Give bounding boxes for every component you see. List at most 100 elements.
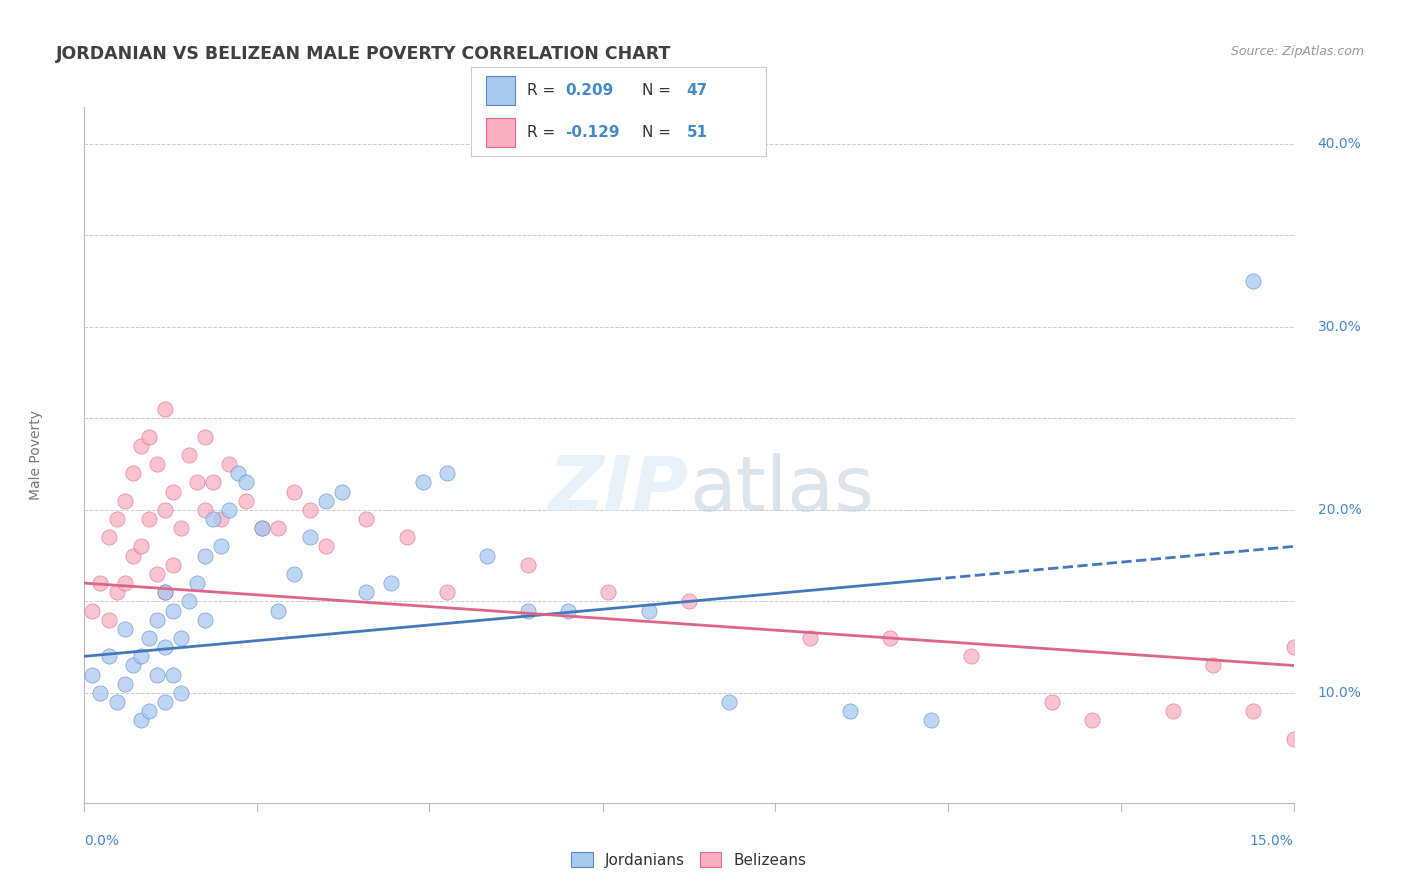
Point (129, 540, 152, 554)
Point (598, 585, 620, 599)
Point (799, 631, 821, 645)
Text: 15.0%: 15.0% (1250, 834, 1294, 848)
Point (412, 475, 434, 490)
Point (129, 649, 152, 664)
Point (1241, 704, 1264, 718)
Text: N =: N = (643, 84, 676, 98)
Point (121, 658, 143, 673)
Point (82, 667, 104, 681)
Text: Male Poverty: Male Poverty (30, 410, 44, 500)
Point (105, 512, 128, 526)
Point (380, 576, 402, 591)
Point (153, 695, 176, 709)
Text: 40.0%: 40.0% (1317, 136, 1361, 151)
Point (557, 603, 579, 617)
Text: N =: N = (643, 125, 676, 139)
Point (209, 512, 232, 526)
Point (179, 594, 201, 608)
Text: 0.0%: 0.0% (84, 834, 120, 848)
Point (356, 512, 378, 526)
Bar (486, 118, 515, 147)
Point (879, 631, 901, 645)
Point (267, 603, 290, 617)
Point (97, 649, 120, 664)
Text: 10.0%: 10.0% (1317, 686, 1361, 700)
Point (194, 549, 217, 563)
Point (718, 695, 741, 709)
Point (1040, 695, 1063, 709)
Point (637, 603, 659, 617)
Text: 47: 47 (686, 84, 707, 98)
Point (121, 549, 143, 563)
Point (356, 585, 378, 599)
Point (920, 714, 942, 728)
Point (105, 585, 128, 599)
Point (202, 512, 225, 526)
Point (162, 558, 184, 572)
Point (235, 493, 257, 508)
Point (315, 493, 337, 508)
Point (250, 521, 273, 535)
Point (89, 686, 111, 700)
Point (138, 631, 160, 645)
Point (516, 603, 538, 617)
Point (162, 667, 184, 681)
Point (194, 613, 217, 627)
Point (299, 530, 322, 544)
Point (218, 457, 240, 471)
Text: JORDANIAN VS BELIZEAN MALE POVERTY CORRELATION CHART: JORDANIAN VS BELIZEAN MALE POVERTY CORRE… (56, 45, 672, 62)
Point (138, 512, 160, 526)
Point (162, 484, 184, 499)
Point (114, 677, 136, 691)
Point (436, 467, 458, 481)
Text: R =: R = (527, 84, 560, 98)
Point (121, 467, 143, 481)
Point (960, 649, 983, 664)
Point (839, 704, 862, 718)
Point (105, 695, 128, 709)
Point (153, 585, 176, 599)
Point (235, 475, 257, 490)
Point (283, 566, 305, 581)
Point (1282, 731, 1305, 746)
Point (153, 503, 176, 517)
Text: 20.0%: 20.0% (1317, 503, 1361, 516)
Point (82, 603, 104, 617)
Point (267, 521, 290, 535)
Text: ZIP: ZIP (550, 453, 689, 526)
Point (315, 540, 337, 554)
Point (330, 484, 353, 499)
Bar (486, 76, 515, 105)
Point (162, 603, 184, 617)
Point (1282, 640, 1305, 655)
Point (170, 631, 193, 645)
Point (186, 576, 208, 591)
Point (395, 530, 418, 544)
Point (209, 540, 232, 554)
Point (218, 503, 240, 517)
Text: R =: R = (527, 125, 560, 139)
Point (146, 566, 169, 581)
Point (114, 576, 136, 591)
Point (138, 704, 160, 718)
Point (89, 576, 111, 591)
Point (1202, 658, 1225, 673)
Point (153, 402, 176, 417)
Point (477, 549, 499, 563)
Point (1241, 274, 1264, 288)
Point (146, 667, 169, 681)
Point (170, 686, 193, 700)
Point (1081, 714, 1104, 728)
Point (678, 594, 700, 608)
Point (283, 484, 305, 499)
Point (250, 521, 273, 535)
Text: atlas: atlas (689, 453, 873, 526)
Point (194, 429, 217, 443)
Text: -0.129: -0.129 (565, 125, 620, 139)
Legend: Jordanians, Belizeans: Jordanians, Belizeans (564, 845, 814, 875)
Point (129, 714, 152, 728)
Point (436, 585, 458, 599)
Point (299, 503, 322, 517)
Text: 0.209: 0.209 (565, 84, 614, 98)
Point (179, 448, 201, 462)
